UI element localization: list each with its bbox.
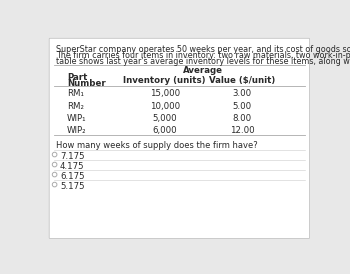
Text: 5,000: 5,000: [152, 114, 177, 123]
Text: Value ($/unit): Value ($/unit): [209, 76, 275, 85]
FancyBboxPatch shape: [49, 38, 309, 238]
Text: WIP₁: WIP₁: [67, 114, 87, 123]
Text: RM₂: RM₂: [67, 102, 84, 111]
Text: Inventory (units): Inventory (units): [124, 76, 206, 85]
Text: RM₁: RM₁: [67, 90, 84, 98]
Text: Number: Number: [67, 79, 106, 88]
Text: 6,000: 6,000: [152, 126, 177, 135]
Text: WIP₂: WIP₂: [67, 126, 87, 135]
Text: 3.00: 3.00: [233, 90, 252, 98]
Text: 7.175: 7.175: [60, 152, 85, 161]
Text: 15,000: 15,000: [149, 90, 180, 98]
Text: 10,000: 10,000: [149, 102, 180, 111]
Text: 12.00: 12.00: [230, 126, 254, 135]
Text: 6.175: 6.175: [60, 172, 85, 181]
Text: table shows last year's average inventory levels for these items, along with the: table shows last year's average inventor…: [56, 57, 350, 66]
Text: How many weeks of supply does the firm have?: How many weeks of supply does the firm h…: [56, 141, 258, 150]
Text: SuperStar company operates 50 weeks per year, and its cost of goods sold last ye: SuperStar company operates 50 weeks per …: [56, 45, 350, 54]
Text: 4.175: 4.175: [60, 162, 85, 171]
Text: 8.00: 8.00: [233, 114, 252, 123]
Text: 5.175: 5.175: [60, 182, 85, 191]
Text: Average: Average: [183, 66, 223, 75]
Text: Part: Part: [67, 73, 88, 82]
Text: The firm carries four items in inventory: two raw materials, two work-in-process: The firm carries four items in inventory…: [56, 51, 350, 60]
Text: 5.00: 5.00: [233, 102, 252, 111]
